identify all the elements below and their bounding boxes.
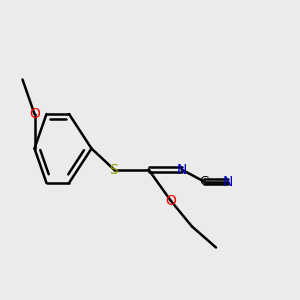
Text: N: N [176,163,187,176]
Text: O: O [166,194,176,208]
Text: N: N [223,175,233,188]
Text: O: O [29,107,40,121]
Text: S: S [110,163,118,176]
Text: C: C [200,175,208,188]
